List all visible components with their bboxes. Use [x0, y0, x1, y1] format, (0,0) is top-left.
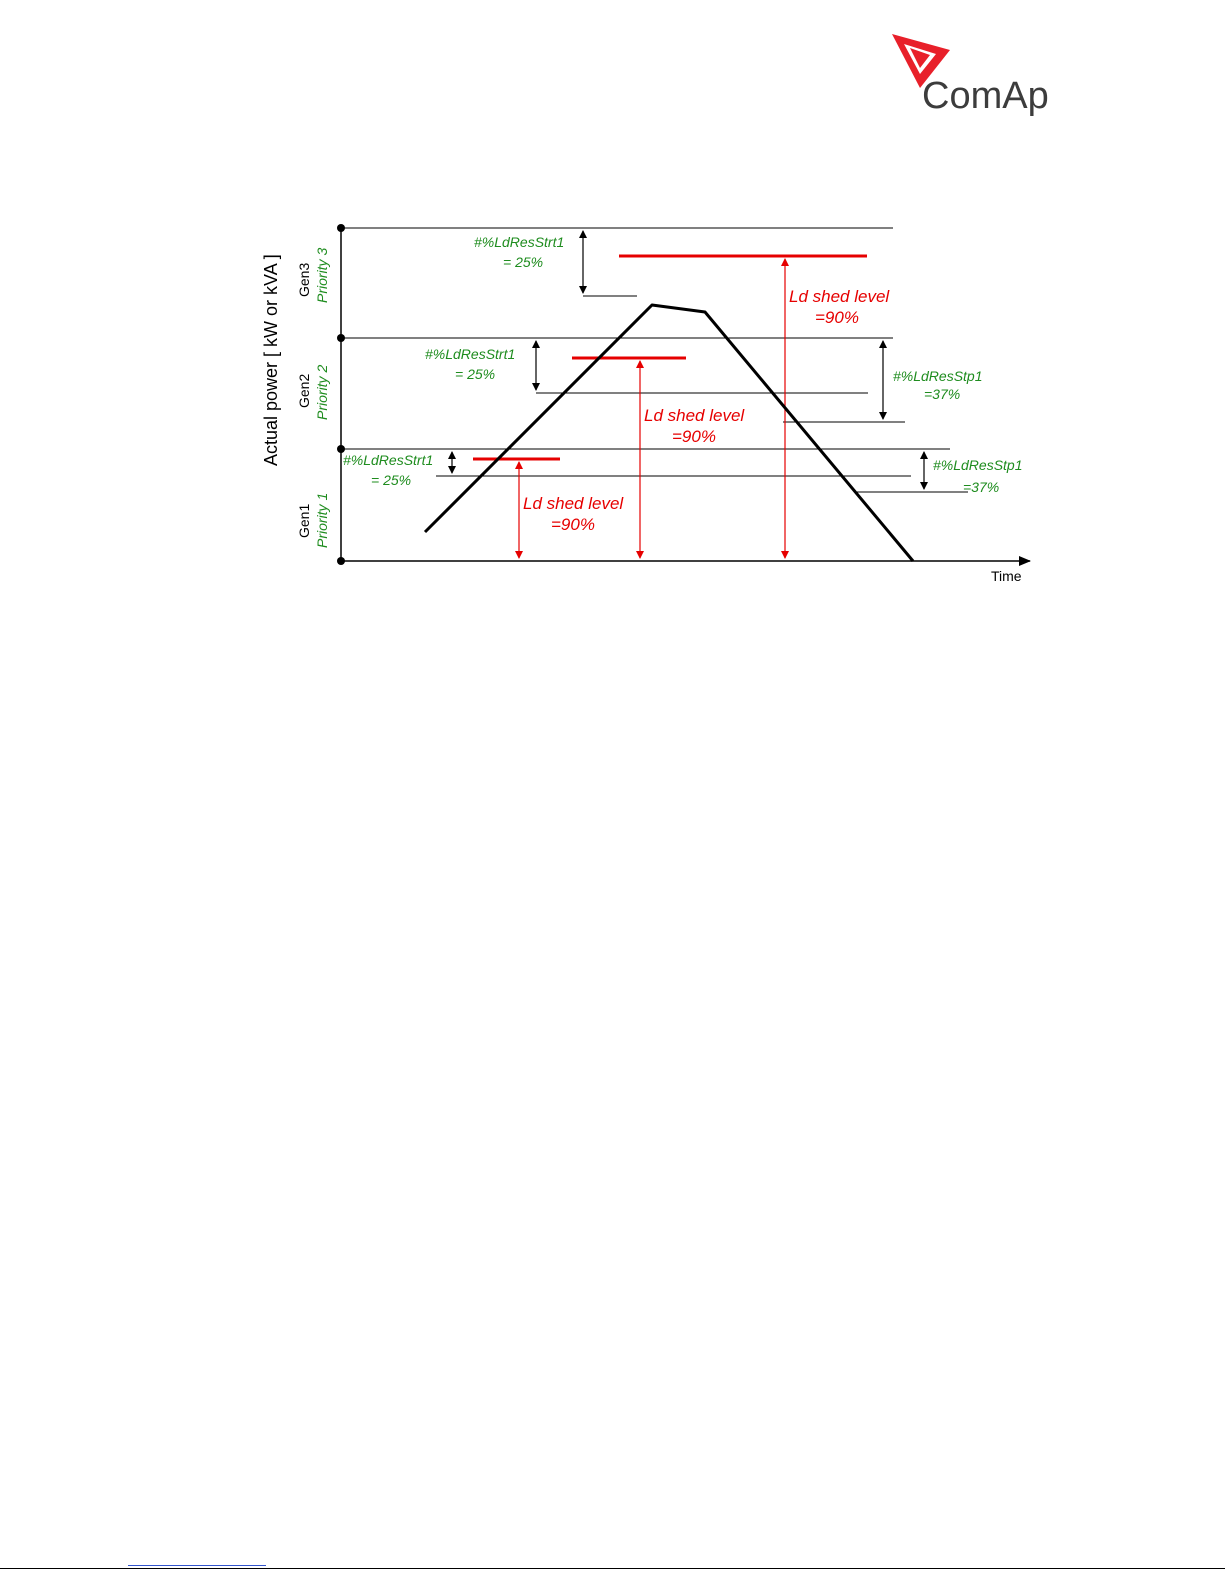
load-shed-lines: [473, 254, 867, 461]
gen-label: Gen2: [296, 374, 312, 408]
gen3-start-name: #%LdResStrt1: [474, 234, 564, 250]
gen1-shed-value: =90%: [551, 515, 595, 534]
priority-label: Priority 3: [314, 248, 330, 303]
threshold-lines: [341, 227, 968, 493]
genset-labels: Gen3 Priority 3 Gen2 Priority 2 Gen1 Pri…: [296, 248, 330, 548]
axis-dot: [337, 557, 345, 565]
gen1-start-value: = 25%: [371, 472, 411, 488]
reserve-labels: #%LdResStrt1 = 25% #%LdResStrt1 = 25% #%…: [343, 234, 1023, 495]
gen-label: Gen3: [296, 263, 312, 297]
comap-logo: ComAp: [892, 34, 1049, 117]
reserve-arrows: [448, 230, 928, 490]
gen3-shed-name: Ld shed level: [789, 287, 890, 306]
gen2-shed-name: Ld shed level: [644, 406, 745, 425]
load-curve: [423, 303, 915, 562]
shed-labels: Ld shed level =90% Ld shed level =90% Ld…: [523, 287, 890, 534]
gen2-start-value: = 25%: [455, 366, 495, 382]
logo-text: ComAp: [922, 75, 1049, 117]
gen2-shed-value: =90%: [672, 427, 716, 446]
gen2-start-name: #%LdResStrt1: [425, 346, 515, 362]
priority-label: Priority 2: [314, 365, 330, 420]
gen3-shed-value: =90%: [815, 308, 859, 327]
axes: Time Actual power [ kW or kVA ]: [261, 224, 1031, 584]
y-axis-label: Actual power [ kW or kVA ]: [261, 254, 281, 466]
x-axis-label: Time: [991, 568, 1022, 584]
gen2-stop-value: =37%: [924, 386, 960, 402]
gen1-stop-value: =37%: [963, 479, 999, 495]
footer-divider: [0, 1568, 1225, 1569]
comap-triangle-icon: [892, 34, 950, 88]
load-reserve-diagram: Time Actual power [ kW or kVA ] Gen3 Pri…: [261, 224, 1031, 584]
gen-label: Gen1: [296, 504, 312, 538]
gen1-start-name: #%LdResStrt1: [343, 452, 433, 468]
gen1-stop-name: #%LdResStp1: [933, 457, 1023, 473]
footer-link-underline[interactable]: [128, 1565, 266, 1566]
gen3-start-value: = 25%: [503, 254, 543, 270]
priority-label: Priority 1: [314, 493, 330, 548]
gen2-stop-name: #%LdResStp1: [893, 368, 983, 384]
gen1-shed-name: Ld shed level: [523, 494, 624, 513]
